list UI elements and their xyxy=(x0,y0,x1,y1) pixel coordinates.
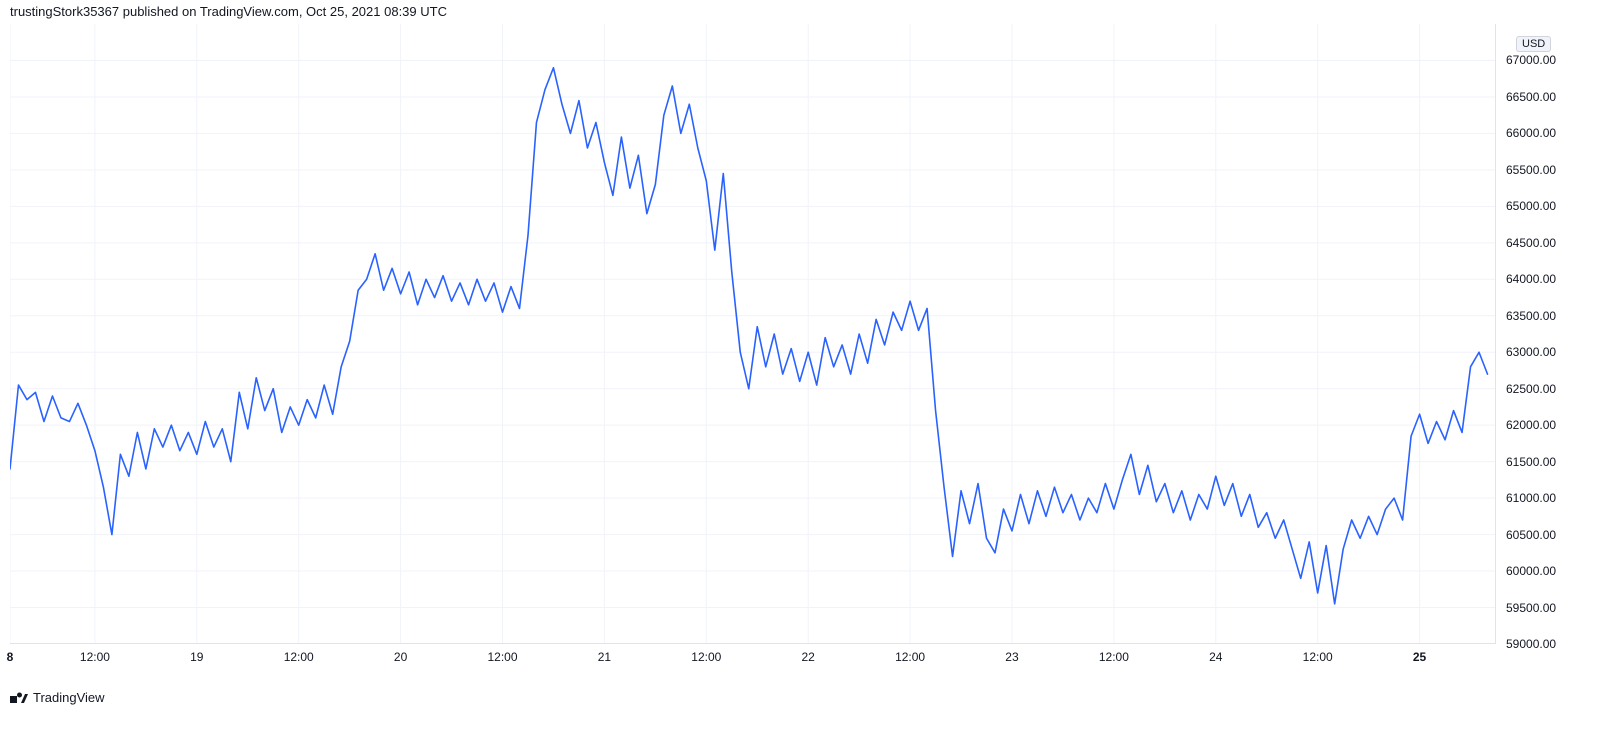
x-axis-tick: 12:00 xyxy=(284,650,314,664)
y-axis-tick: 62000.00 xyxy=(1506,418,1556,432)
price-chart xyxy=(10,24,1496,644)
y-axis-tick: 66000.00 xyxy=(1506,126,1556,140)
x-axis-tick: 22 xyxy=(802,650,815,664)
y-axis-tick: 63000.00 xyxy=(1506,345,1556,359)
y-axis-tick: 61500.00 xyxy=(1506,455,1556,469)
x-axis-tick: 12:00 xyxy=(80,650,110,664)
x-axis-tick: 12:00 xyxy=(1099,650,1129,664)
y-axis-tick: 64000.00 xyxy=(1506,272,1556,286)
x-axis-tick: 20 xyxy=(394,650,407,664)
y-axis-tick: 59000.00 xyxy=(1506,637,1556,651)
y-axis-tick: 64500.00 xyxy=(1506,236,1556,250)
x-axis-tick: 25 xyxy=(1413,650,1426,664)
y-axis-tick: 59500.00 xyxy=(1506,601,1556,615)
currency-unit-badge: USD xyxy=(1516,36,1551,52)
x-axis-tick: 19 xyxy=(190,650,203,664)
y-axis-tick: 60500.00 xyxy=(1506,528,1556,542)
y-axis-tick: 60000.00 xyxy=(1506,564,1556,578)
x-axis-tick: 12:00 xyxy=(691,650,721,664)
x-axis-tick: 24 xyxy=(1209,650,1222,664)
x-axis-tick: 12:00 xyxy=(487,650,517,664)
y-axis-tick: 62500.00 xyxy=(1506,382,1556,396)
x-axis-tick: 23 xyxy=(1005,650,1018,664)
tradingview-brand: TradingView xyxy=(10,690,105,705)
y-axis-tick: 61000.00 xyxy=(1506,491,1556,505)
y-axis-tick: 65000.00 xyxy=(1506,199,1556,213)
header-attribution: trustingStork35367 published on TradingV… xyxy=(10,4,447,19)
y-axis-tick: 65500.00 xyxy=(1506,163,1556,177)
tradingview-logo-icon xyxy=(10,692,28,704)
y-axis-tick: 67000.00 xyxy=(1506,53,1556,67)
x-axis-tick: 21 xyxy=(598,650,611,664)
x-axis-tick: 12:00 xyxy=(895,650,925,664)
x-axis-tick: 12:00 xyxy=(1303,650,1333,664)
x-axis-tick: 8 xyxy=(7,650,14,664)
y-axis-tick: 66500.00 xyxy=(1506,90,1556,104)
tradingview-brand-text: TradingView xyxy=(33,690,105,705)
y-axis-tick: 63500.00 xyxy=(1506,309,1556,323)
